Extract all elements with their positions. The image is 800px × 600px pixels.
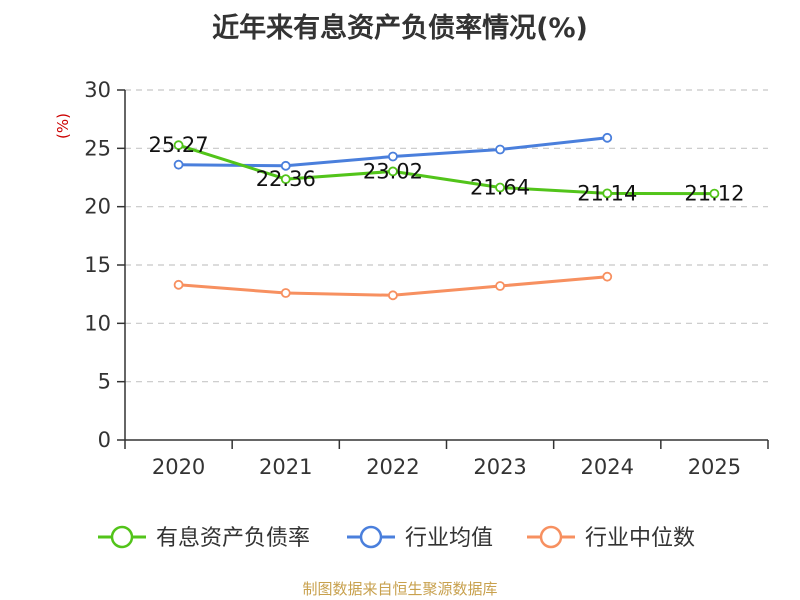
- data-point: [280, 174, 291, 185]
- legend-label: 行业中位数: [585, 526, 695, 551]
- data-point: [173, 140, 184, 151]
- series-line: [178, 143, 715, 196]
- source-note: 制图数据来自恒生聚源数据库: [302, 580, 498, 598]
- data-point: [602, 188, 613, 199]
- x-tick-label: 2025: [688, 455, 741, 479]
- y-tick-label: 5: [98, 370, 111, 394]
- data-point: [495, 144, 505, 155]
- data-point: [173, 159, 184, 170]
- x-tick-label: 2022: [366, 455, 419, 479]
- data-point: [280, 288, 291, 298]
- legend-swatch-marker: [110, 525, 134, 549]
- data-label: 25.27: [149, 133, 209, 157]
- chart-title: 近年来有息资产负债率情况(%): [212, 13, 588, 44]
- data-point: [495, 182, 505, 193]
- data-point: [280, 160, 291, 171]
- data-label: 21.14: [577, 181, 637, 205]
- data-point: [495, 281, 505, 291]
- legend-label: 行业均值: [405, 526, 493, 551]
- data-point: [602, 132, 613, 143]
- legend-label: 有息资产负债率: [156, 526, 310, 551]
- y-tick-label: 25: [84, 136, 111, 160]
- data-label: 21.64: [470, 176, 530, 200]
- legend-swatch-marker: [359, 525, 383, 549]
- data-point: [388, 151, 398, 162]
- y-tick-label: 30: [84, 78, 111, 102]
- y-tick-label: 0: [98, 428, 111, 452]
- y-tick-label: 15: [84, 253, 111, 277]
- data-label: 21.12: [684, 182, 744, 206]
- y-tick-label: 10: [84, 311, 111, 335]
- x-tick-label: 2021: [259, 455, 312, 479]
- data-point: [173, 279, 184, 290]
- data-label: 23.02: [363, 159, 423, 183]
- data-label: 22.36: [256, 167, 316, 191]
- data-point: [709, 188, 720, 199]
- x-tick-label: 2024: [581, 455, 634, 479]
- y-axis-unit: (%): [54, 113, 72, 139]
- x-tick-label: 2020: [152, 455, 205, 479]
- data-point: [388, 290, 398, 301]
- data-point: [388, 166, 398, 177]
- legend-swatch-marker: [539, 525, 563, 549]
- x-tick-label: 2023: [473, 455, 526, 479]
- data-point: [602, 271, 613, 282]
- y-tick-label: 20: [84, 195, 111, 219]
